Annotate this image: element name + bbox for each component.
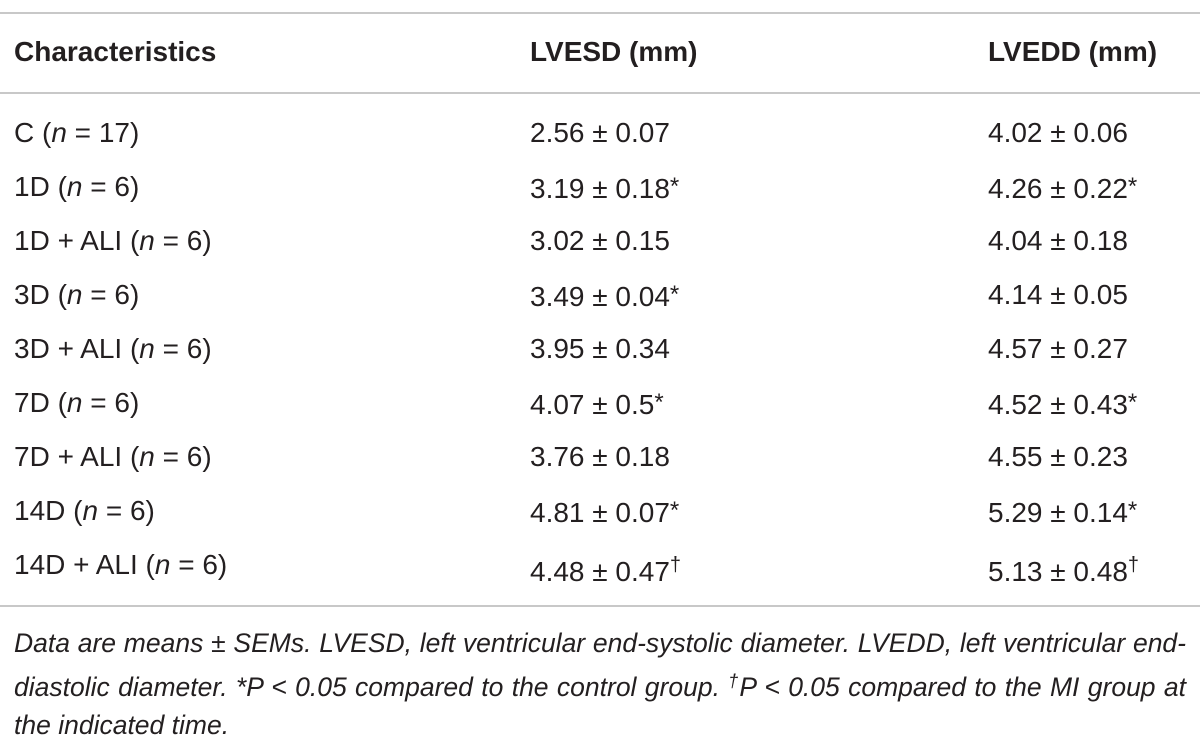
value-cell: 5.29 ± 0.14* <box>988 491 1137 533</box>
label-part: 1D + ALI ( <box>14 225 140 256</box>
value-text: 5.29 ± 0.14 <box>988 497 1128 528</box>
value-text: 4.14 ± 0.05 <box>988 279 1128 310</box>
label-part: 7D ( <box>14 387 67 418</box>
label-part: 1D ( <box>14 171 67 202</box>
header-cell: Characteristics <box>14 36 217 67</box>
label-part: = 6) <box>154 441 212 472</box>
row-label: 14D (n = 6) <box>14 491 155 531</box>
label-part: = 6) <box>154 225 212 256</box>
footnote-dagger: † <box>728 671 740 691</box>
label-part: = 6) <box>82 387 140 418</box>
row-label: 3D + ALI (n = 6) <box>14 329 212 369</box>
significance-mark: * <box>1127 173 1138 200</box>
label-part: = 6) <box>154 333 212 364</box>
row-label: 1D (n = 6) <box>14 167 139 207</box>
label-part: = 6) <box>82 171 140 202</box>
label-part: n <box>66 171 83 202</box>
label-part: = 6) <box>82 279 140 310</box>
value-cell: 4.55 ± 0.23 <box>988 437 1128 477</box>
value-text: 3.19 ± 0.18 <box>530 173 670 204</box>
value-text: 4.26 ± 0.22 <box>988 173 1128 204</box>
value-text: 4.57 ± 0.27 <box>988 333 1128 364</box>
value-cell: 4.07 ± 0.5* <box>530 383 664 425</box>
value-cell: 4.81 ± 0.07* <box>530 491 679 533</box>
value-cell: 4.02 ± 0.06 <box>988 113 1128 153</box>
label-part: n <box>154 549 171 580</box>
label-part: = 6) <box>98 495 155 526</box>
value-cell: 5.13 ± 0.48† <box>988 545 1139 592</box>
significance-mark: * <box>1127 389 1138 416</box>
label-part: 14D ( <box>14 495 83 526</box>
value-text: 5.13 ± 0.48 <box>988 556 1128 587</box>
header-cell: LVESD (mm) <box>530 36 698 67</box>
significance-mark: * <box>669 281 680 308</box>
footnote: Data are means ± SEMs. LVESD, left ventr… <box>14 624 1186 744</box>
value-cell: 3.19 ± 0.18* <box>530 167 679 209</box>
label-part: 3D + ALI ( <box>14 333 140 364</box>
row-label: 1D + ALI (n = 6) <box>14 221 212 261</box>
label-part: 3D ( <box>14 279 67 310</box>
value-text: 4.04 ± 0.18 <box>988 225 1128 256</box>
label-part: = 6) <box>170 549 228 580</box>
significance-mark: * <box>669 497 680 524</box>
value-text: 4.02 ± 0.06 <box>988 117 1128 148</box>
row-label: 14D + ALI (n = 6) <box>14 545 227 585</box>
label-part: n <box>82 495 99 526</box>
value-cell: 3.76 ± 0.18 <box>530 437 670 477</box>
value-text: 3.49 ± 0.04 <box>530 281 670 312</box>
label-part: n <box>139 441 155 472</box>
significance-mark: * <box>669 173 680 200</box>
row-label: 7D (n = 6) <box>14 383 139 423</box>
value-cell: 4.04 ± 0.18 <box>988 221 1128 261</box>
bottom-rule <box>0 605 1200 607</box>
label-part: 7D + ALI ( <box>14 441 140 472</box>
value-text: 4.48 ± 0.47 <box>530 556 670 587</box>
significance-mark: † <box>1127 554 1140 576</box>
value-text: 2.56 ± 0.07 <box>530 117 670 148</box>
footnote-text: P < 0.05 compared to the MI group at the… <box>14 672 1186 740</box>
label-part: n <box>51 117 67 148</box>
value-text: 4.52 ± 0.43 <box>988 389 1128 420</box>
significance-mark: * <box>1127 497 1138 524</box>
footnote-text: Data are means ± SEMs. LVESD, left ventr… <box>14 628 1186 702</box>
value-cell: 3.49 ± 0.04* <box>530 275 679 317</box>
row-label: C (n = 17) <box>14 113 139 153</box>
value-text: 3.76 ± 0.18 <box>530 441 670 472</box>
top-rule <box>0 12 1200 14</box>
significance-mark: * <box>654 389 664 416</box>
label-part: n <box>139 225 155 256</box>
header-cell: LVEDD (mm) <box>988 36 1158 67</box>
label-part: = 17) <box>66 117 140 148</box>
label-part: n <box>66 279 83 310</box>
row-label: 7D + ALI (n = 6) <box>14 437 212 477</box>
value-text: 3.95 ± 0.34 <box>530 333 670 364</box>
row-label: 3D (n = 6) <box>14 275 139 315</box>
value-text: 4.55 ± 0.23 <box>988 441 1128 472</box>
value-text: 4.81 ± 0.07 <box>530 497 670 528</box>
value-cell: 4.52 ± 0.43* <box>988 383 1137 425</box>
label-part: 14D + ALI ( <box>14 549 155 580</box>
value-cell: 3.95 ± 0.34 <box>530 329 670 369</box>
value-text: 4.07 ± 0.5 <box>530 389 655 420</box>
header-rule <box>0 92 1200 94</box>
label-part: C ( <box>14 117 52 148</box>
value-text: 3.02 ± 0.15 <box>530 225 670 256</box>
value-cell: 4.48 ± 0.47† <box>530 545 681 592</box>
value-cell: 4.26 ± 0.22* <box>988 167 1137 209</box>
value-cell: 4.14 ± 0.05 <box>988 275 1128 315</box>
label-part: n <box>139 333 155 364</box>
label-part: n <box>66 387 83 418</box>
significance-mark: † <box>669 554 682 576</box>
value-cell: 2.56 ± 0.07 <box>530 113 670 153</box>
value-cell: 3.02 ± 0.15 <box>530 221 670 261</box>
value-cell: 4.57 ± 0.27 <box>988 329 1128 369</box>
